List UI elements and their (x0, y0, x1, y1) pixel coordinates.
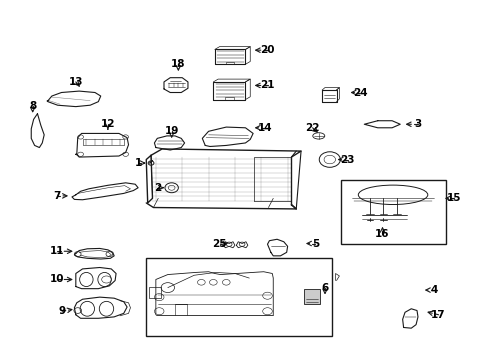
Text: 24: 24 (352, 87, 367, 98)
Text: 25: 25 (212, 239, 226, 248)
Text: 17: 17 (430, 310, 445, 320)
Bar (148, 287, 160, 298)
Text: 21: 21 (260, 80, 274, 90)
Text: 2: 2 (153, 183, 161, 193)
Text: 10: 10 (49, 274, 64, 284)
Text: 3: 3 (413, 119, 421, 129)
Text: 1: 1 (134, 158, 142, 168)
Text: 19: 19 (164, 126, 179, 136)
Bar (146, 258, 331, 336)
Text: 9: 9 (59, 306, 66, 316)
Text: 16: 16 (374, 229, 389, 239)
Text: 13: 13 (68, 77, 83, 87)
Text: 5: 5 (311, 239, 318, 248)
Text: 23: 23 (340, 154, 354, 165)
Text: 15: 15 (446, 193, 461, 203)
Text: 20: 20 (260, 45, 274, 55)
Text: 11: 11 (49, 246, 64, 256)
Text: 7: 7 (53, 191, 60, 201)
Text: 4: 4 (429, 285, 437, 295)
Text: 14: 14 (257, 123, 271, 133)
Text: 22: 22 (305, 123, 319, 133)
Text: 8: 8 (29, 101, 36, 111)
Bar (341, 180, 445, 244)
Text: 12: 12 (101, 119, 115, 129)
Text: 18: 18 (171, 59, 185, 69)
Bar (304, 289, 319, 304)
Text: 6: 6 (321, 283, 328, 293)
